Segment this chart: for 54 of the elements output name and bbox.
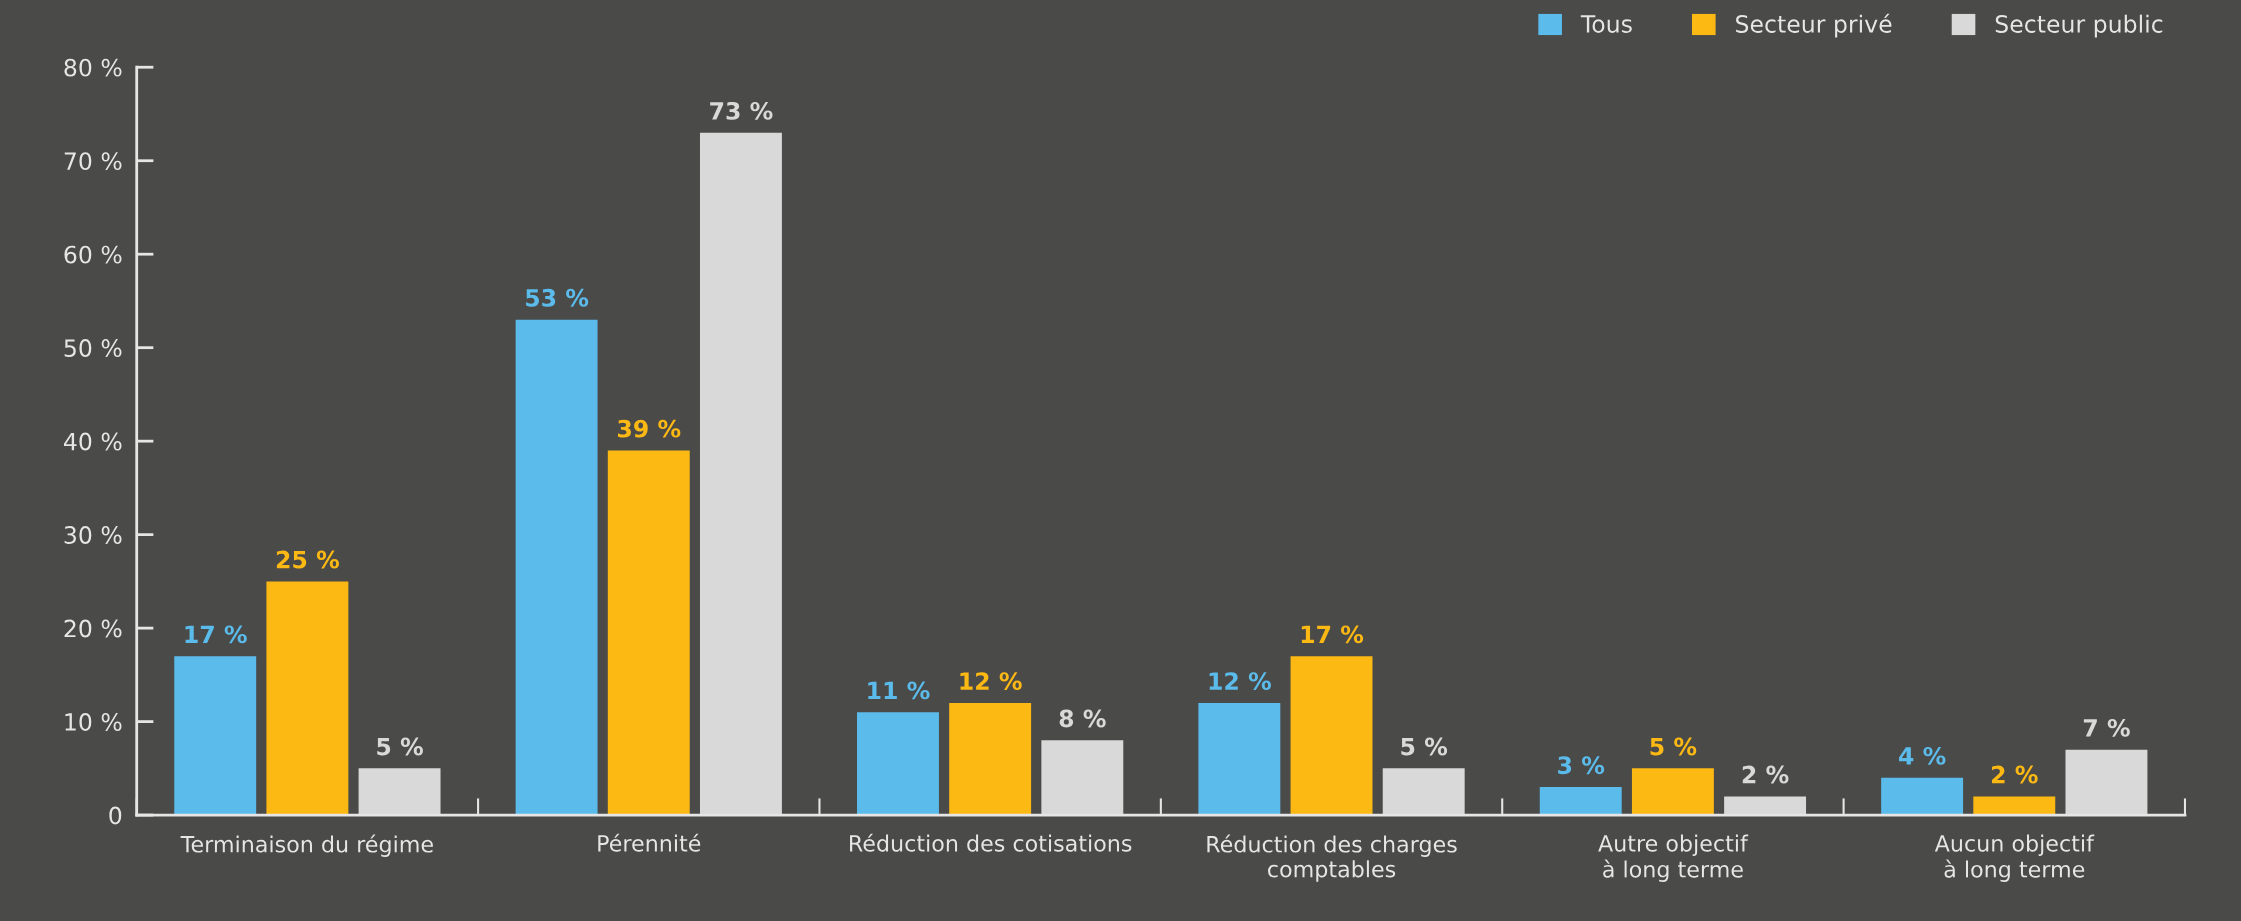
legend-label: Secteur privé <box>1736 13 1892 38</box>
y-tick-label: 80 % <box>64 58 122 77</box>
y-tick-label: 0 <box>109 806 122 825</box>
data-label: 39 % <box>617 419 681 438</box>
y-tick-label: 70 % <box>64 152 122 171</box>
bar <box>699 132 782 816</box>
bar <box>1041 740 1124 816</box>
data-label: 17 % <box>1301 625 1364 644</box>
x-tick-label: Pérennité <box>598 833 701 852</box>
bar <box>607 450 690 816</box>
x-tick-label: Réduction des cotisations <box>850 833 1132 852</box>
data-label: 7 % <box>2083 718 2130 737</box>
bar <box>1382 768 1465 816</box>
y-tick-label: 60 % <box>64 245 122 264</box>
x-tick-label: Aucun objectif à long terme <box>1934 834 2095 882</box>
data-label: 11 % <box>868 681 930 700</box>
x-tick-label: Autre objectif à long terme <box>1598 834 1749 882</box>
data-label: 2 % <box>1992 765 2038 784</box>
y-tick-label: 40 % <box>63 432 122 451</box>
bar <box>515 319 598 816</box>
bar <box>174 656 257 816</box>
legend-label: Secteur public <box>1995 14 2163 38</box>
x-tick-label: Terminaison du régime <box>180 834 433 857</box>
data-label: 5 % <box>377 737 423 756</box>
bar <box>1290 656 1373 816</box>
bar <box>1973 796 2056 816</box>
bar <box>358 768 441 816</box>
data-label: 12 % <box>960 672 1022 690</box>
bar <box>857 712 939 816</box>
bar <box>1198 702 1281 816</box>
data-label: 12 % <box>1209 672 1271 690</box>
bar <box>949 702 1032 816</box>
data-label: 53 % <box>526 288 589 307</box>
x-tick-label: Réduction des charges comptables <box>1207 834 1457 882</box>
bar <box>2065 749 2148 816</box>
bar <box>1724 796 1807 816</box>
legend-label: Tous <box>1580 15 1632 33</box>
data-label: 5 % <box>1650 737 1697 756</box>
y-tick-label: 50 % <box>64 339 122 357</box>
data-label: 17 % <box>185 625 247 644</box>
data-label: 2 % <box>1742 765 1789 784</box>
bar <box>1539 787 1622 816</box>
y-tick-label: 10 % <box>65 713 122 731</box>
data-label: 73 % <box>710 101 773 120</box>
data-label: 3 % <box>1558 756 1605 775</box>
data-label: 25 % <box>276 550 340 569</box>
bar <box>266 581 349 816</box>
data-label: 5 % <box>1401 737 1448 756</box>
data-label: 4 % <box>1899 746 1946 765</box>
data-label: 8 % <box>1059 709 1106 728</box>
y-tick-label: 30 % <box>64 526 122 544</box>
bar <box>1881 777 1964 816</box>
y-tick-label: 20 % <box>64 619 122 638</box>
bar <box>1631 768 1714 816</box>
